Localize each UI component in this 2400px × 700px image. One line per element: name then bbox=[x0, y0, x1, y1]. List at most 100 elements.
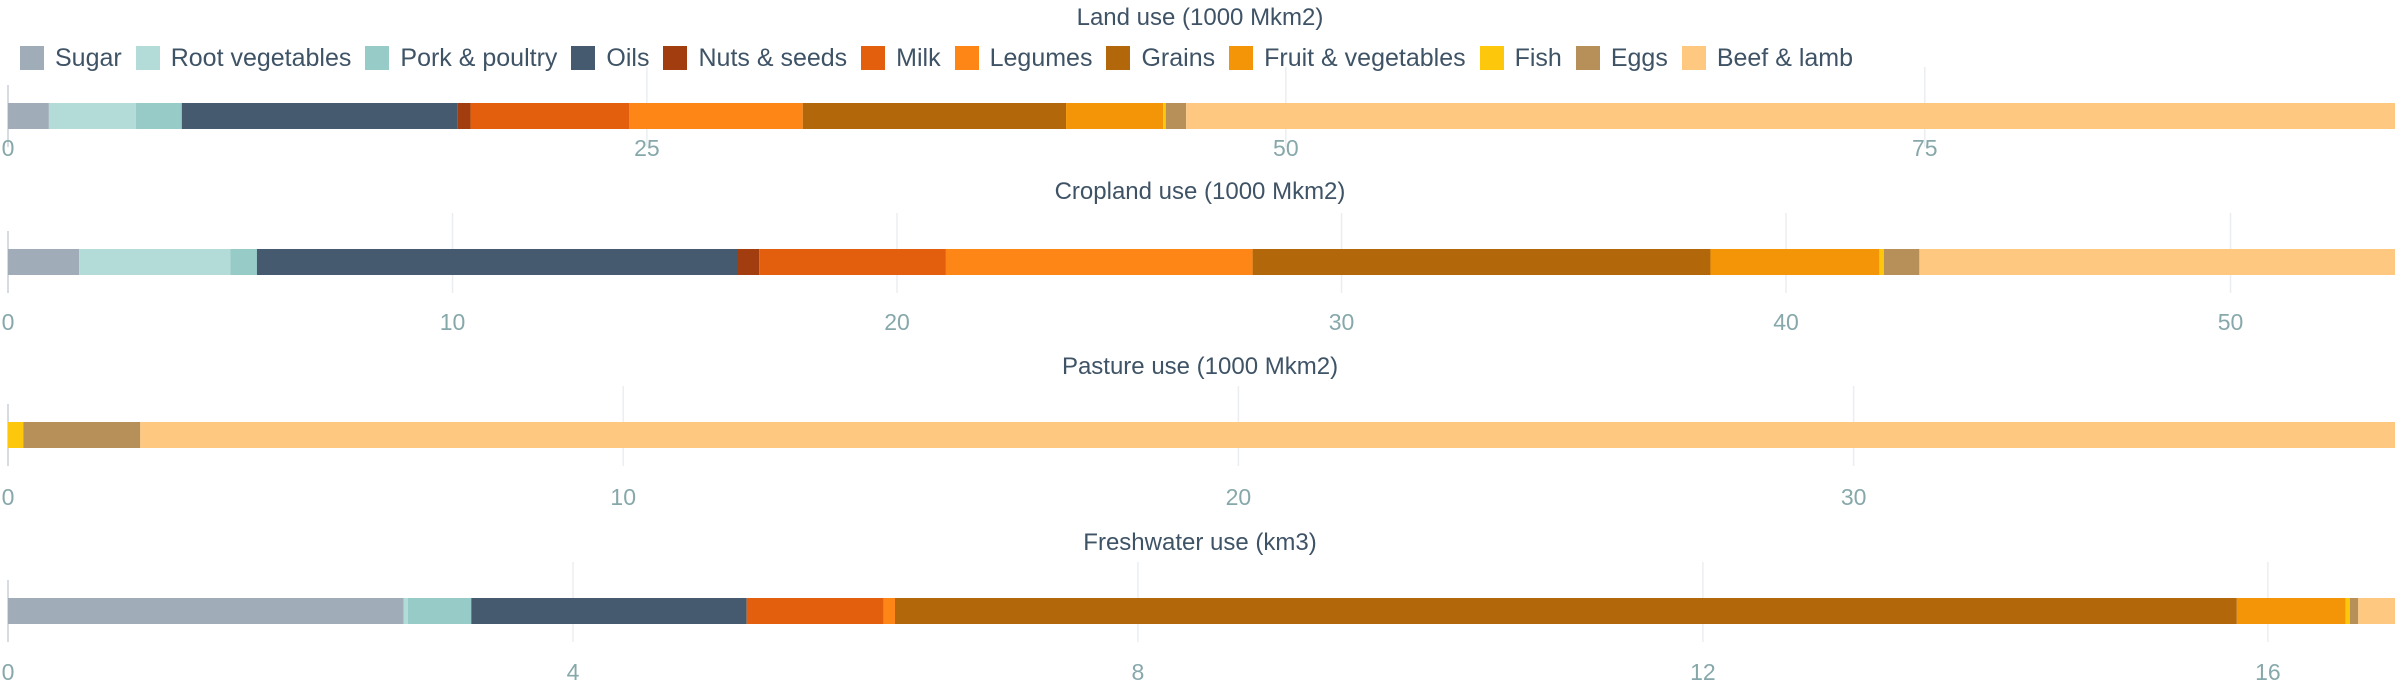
legend-swatch bbox=[571, 46, 596, 70]
legend-item-legumes[interactable]: Legumes bbox=[954, 41, 1093, 75]
legend-label: Fruit & vegetables bbox=[1264, 44, 1466, 72]
bar-segment-pork-and-poultry[interactable] bbox=[230, 249, 257, 275]
legend-label: Pork & poultry bbox=[400, 44, 558, 72]
bar-segment-grains[interactable] bbox=[1252, 249, 1711, 275]
legend-label: Milk bbox=[896, 44, 941, 72]
legend-swatch bbox=[663, 46, 688, 70]
chart-title: Freshwater use (km3) bbox=[1083, 529, 1316, 556]
bar-segment-grains[interactable] bbox=[895, 598, 2237, 624]
x-tick-label: 30 bbox=[1329, 309, 1355, 335]
bar-segment-fish[interactable] bbox=[1879, 249, 1884, 275]
bar-segment-fruit-and-vegetables[interactable] bbox=[2236, 598, 2346, 624]
legend-item-pork-and-poultry[interactable]: Pork & poultry bbox=[365, 41, 557, 75]
legend-item-oils[interactable]: Oils bbox=[571, 41, 649, 75]
x-tick-label: 25 bbox=[634, 135, 660, 161]
legend-label: Oils bbox=[606, 44, 650, 72]
chart-cropland-use: Cropland use (1000 Mkm2) 0 10 20 30 40 50 bbox=[2, 178, 2395, 335]
bar-segment-milk[interactable] bbox=[759, 249, 946, 275]
x-tick-label: 20 bbox=[884, 309, 910, 335]
bar-segment-pork-and-poultry[interactable] bbox=[135, 103, 182, 129]
bar-segment-sugar[interactable] bbox=[8, 598, 404, 624]
bar-segment-milk[interactable] bbox=[746, 598, 884, 624]
legend-label: Root vegetables bbox=[170, 44, 352, 72]
x-tick-label: 0 bbox=[2, 309, 15, 335]
chart-title: Cropland use (1000 Mkm2) bbox=[1055, 178, 1346, 205]
bar-segment-beef-and-lamb[interactable] bbox=[1186, 103, 2395, 129]
chart-pasture-use: Pasture use (1000 Mkm2) 0 10 20 30 bbox=[2, 353, 2396, 510]
x-tick-label: 10 bbox=[440, 309, 466, 335]
legend-item-fish[interactable]: Fish bbox=[1479, 41, 1562, 75]
bar-segment-nuts-and-seeds[interactable] bbox=[736, 249, 760, 275]
bar-segment-fish[interactable] bbox=[1163, 103, 1166, 129]
bar-segment-oils[interactable] bbox=[471, 598, 747, 624]
legend-swatch bbox=[1229, 46, 1254, 70]
bar-segment-root-vegetables[interactable] bbox=[79, 249, 231, 275]
x-tick-label: 20 bbox=[1226, 484, 1252, 510]
x-tick-label: 0 bbox=[2, 659, 15, 685]
legend-item-root-vegetables[interactable]: Root vegetables bbox=[135, 41, 352, 75]
chart-freshwater-use: Freshwater use (km3) 0 4 8 12 16 bbox=[2, 529, 2395, 685]
chart-title: Land use (1000 Mkm2) bbox=[1077, 4, 1324, 31]
bar-segment-fruit-and-vegetables[interactable] bbox=[1066, 103, 1164, 129]
bar-segment-root-vegetables[interactable] bbox=[403, 598, 408, 624]
legend-swatch bbox=[1106, 46, 1131, 70]
legend-swatch bbox=[1479, 46, 1504, 70]
x-tick-label: 4 bbox=[567, 659, 580, 685]
legend-item-nuts-and-seeds[interactable]: Nuts & seeds bbox=[663, 41, 847, 75]
bar-segment-legumes[interactable] bbox=[945, 249, 1253, 275]
legend-label: Sugar bbox=[55, 44, 122, 72]
chart-land-use: Land use (1000 Mkm2) 0 25 50 75 bbox=[2, 4, 2395, 161]
bar-segment-nuts-and-seeds[interactable] bbox=[457, 103, 471, 129]
legend-item-grains[interactable]: Grains bbox=[1106, 41, 1215, 75]
x-tick-label: 40 bbox=[1773, 309, 1799, 335]
bar-segment-beef-and-lamb[interactable] bbox=[2358, 598, 2395, 624]
legend-swatch bbox=[365, 46, 390, 70]
chart-legend: Sugar Root vegetables Pork & poultry Oils Nu… bbox=[20, 41, 1867, 75]
legend-item-eggs[interactable]: Eggs bbox=[1575, 41, 1668, 75]
bar-segment-oils[interactable] bbox=[181, 103, 458, 129]
legend-label: Beef & lamb bbox=[1716, 44, 1854, 72]
bar-segment-milk[interactable] bbox=[470, 103, 630, 129]
bar-segment-beef-and-lamb[interactable] bbox=[140, 422, 2396, 448]
x-tick-label: 30 bbox=[1841, 484, 1867, 510]
bar-segment-fruit-and-vegetables[interactable] bbox=[1710, 249, 1880, 275]
x-tick-label: 75 bbox=[1912, 135, 1938, 161]
bar-segment-fish[interactable] bbox=[8, 422, 24, 448]
legend-item-beef-and-lamb[interactable]: Beef & lamb bbox=[1681, 41, 1854, 75]
bar-segment-grains[interactable] bbox=[802, 103, 1067, 129]
bar-segment-eggs[interactable] bbox=[23, 422, 141, 448]
legend-item-sugar[interactable]: Sugar bbox=[20, 41, 122, 75]
x-tick-label: 0 bbox=[2, 484, 15, 510]
x-tick-label: 50 bbox=[2218, 309, 2244, 335]
legend-label: Fish bbox=[1514, 44, 1562, 72]
chart-title: Pasture use (1000 Mkm2) bbox=[1062, 353, 1338, 380]
bar-segment-pork-and-poultry[interactable] bbox=[407, 598, 472, 624]
bar-segment-beef-and-lamb[interactable] bbox=[1919, 249, 2395, 275]
bar-segment-legumes[interactable] bbox=[629, 103, 803, 129]
x-tick-label: 16 bbox=[2255, 659, 2281, 685]
legend-label: Eggs bbox=[1610, 44, 1668, 72]
x-tick-label: 0 bbox=[2, 135, 15, 161]
legend-label: Grains bbox=[1141, 44, 1216, 72]
legend-swatch bbox=[1681, 46, 1706, 70]
bar-segment-oils[interactable] bbox=[256, 249, 737, 275]
bar-segment-fish[interactable] bbox=[2345, 598, 2350, 624]
bar-segment-root-vegetables[interactable] bbox=[48, 103, 136, 129]
bar-segment-sugar[interactable] bbox=[8, 103, 49, 129]
legend-swatch bbox=[954, 46, 979, 70]
legend-swatch bbox=[1575, 46, 1600, 70]
bar-segment-sugar[interactable] bbox=[8, 249, 80, 275]
bar-segment-eggs[interactable] bbox=[2349, 598, 2359, 624]
x-tick-label: 8 bbox=[1132, 659, 1145, 685]
legend-swatch bbox=[20, 46, 44, 70]
bar-segment-eggs[interactable] bbox=[1883, 249, 1920, 275]
legend-item-milk[interactable]: Milk bbox=[861, 41, 941, 75]
bar-segment-legumes[interactable] bbox=[883, 598, 896, 624]
legend-label: Legumes bbox=[989, 44, 1093, 72]
bar-segment-eggs[interactable] bbox=[1165, 103, 1187, 129]
legend-swatch bbox=[861, 46, 886, 70]
legend-swatch bbox=[135, 46, 160, 70]
x-tick-label: 12 bbox=[1690, 659, 1716, 685]
legend-item-fruit-and-vegetables[interactable]: Fruit & vegetables bbox=[1229, 41, 1466, 75]
